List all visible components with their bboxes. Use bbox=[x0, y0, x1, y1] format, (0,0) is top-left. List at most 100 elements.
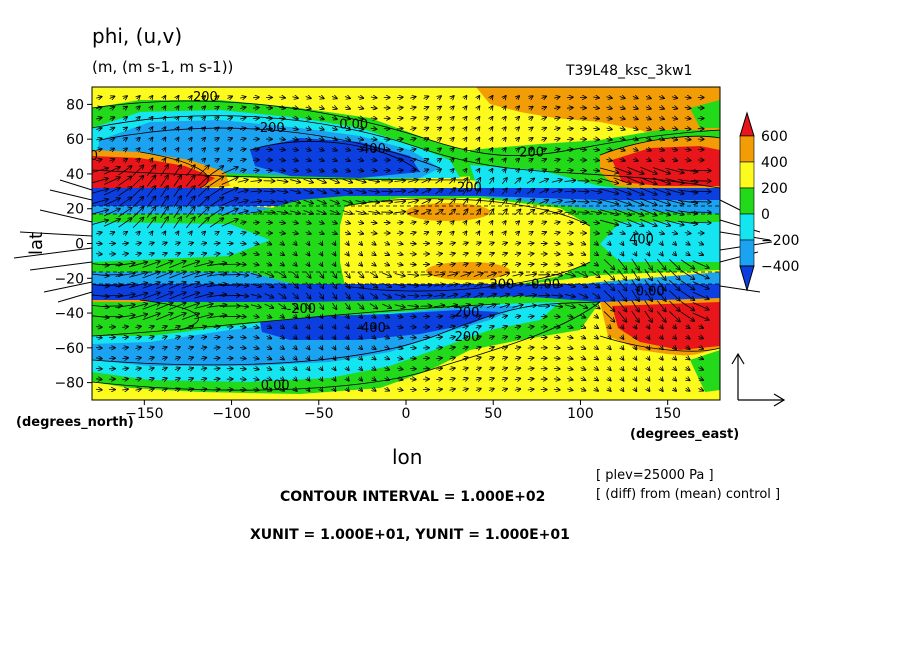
wind-arrow bbox=[185, 165, 195, 177]
wind-arrow bbox=[686, 336, 690, 339]
wind-arrow bbox=[200, 368, 207, 369]
wind-arrow bbox=[594, 336, 598, 339]
wind-arrow bbox=[451, 232, 454, 235]
wind-arrow bbox=[253, 368, 258, 369]
wind-arrow bbox=[209, 197, 223, 207]
wind-arrow bbox=[564, 273, 575, 276]
wind-arrow bbox=[332, 302, 336, 309]
wind-arrow bbox=[280, 253, 284, 256]
wind-arrow bbox=[307, 252, 310, 255]
wind-arrow bbox=[346, 346, 349, 349]
wind-arrow bbox=[103, 209, 120, 217]
wind-arrow bbox=[187, 243, 193, 245]
wind-arrow bbox=[476, 209, 480, 216]
wind-arrow bbox=[368, 211, 379, 213]
wind-arrow bbox=[160, 207, 168, 218]
wind-arrow bbox=[692, 270, 709, 278]
x-tick-label: 100 bbox=[567, 406, 594, 422]
wind-arrow bbox=[148, 357, 154, 359]
wind-arrow bbox=[123, 232, 127, 235]
wind-arrow bbox=[382, 293, 391, 298]
wind-arrow bbox=[200, 378, 207, 379]
wind-arrow bbox=[613, 208, 631, 215]
wind-arrow bbox=[652, 219, 670, 226]
y-tick-label: 20 bbox=[66, 202, 84, 218]
wind-arrow bbox=[357, 282, 364, 288]
wind-arrow bbox=[541, 232, 546, 234]
wind-arrow bbox=[564, 305, 575, 308]
wind-arrow bbox=[307, 367, 310, 370]
wind-arrow bbox=[331, 232, 337, 234]
wind-arrow bbox=[250, 294, 261, 297]
wind-arrow bbox=[526, 178, 534, 184]
wind-arrow bbox=[237, 274, 248, 275]
wind-arrow bbox=[397, 389, 403, 390]
wind-arrow bbox=[527, 389, 534, 390]
wind-arrow bbox=[148, 378, 154, 380]
wind-arrow bbox=[488, 263, 494, 265]
wind-arrow bbox=[499, 273, 509, 277]
wind-arrow bbox=[409, 254, 416, 255]
wind-arrow bbox=[656, 300, 666, 312]
wind-arrow bbox=[128, 262, 147, 268]
wind-arrow bbox=[476, 178, 480, 185]
wind-arrow bbox=[320, 242, 322, 245]
wind-arrow bbox=[253, 358, 258, 359]
wind-arrow bbox=[421, 179, 431, 184]
wind-arrow bbox=[253, 378, 258, 379]
wind-arrow bbox=[280, 242, 284, 245]
wind-arrow bbox=[253, 389, 258, 390]
wind-arrow bbox=[686, 367, 690, 370]
wind-arrow bbox=[115, 305, 134, 309]
wind-arrow bbox=[355, 211, 366, 214]
wind-arrow bbox=[280, 336, 284, 339]
wind-arrow bbox=[436, 389, 442, 390]
wind-arrow bbox=[161, 336, 167, 338]
wind-arrow bbox=[462, 357, 468, 359]
wind-arrow bbox=[142, 303, 160, 310]
wind-arrow bbox=[264, 272, 274, 277]
wind-arrow bbox=[608, 325, 611, 328]
wind-arrow bbox=[239, 358, 246, 359]
wind-arrow bbox=[102, 316, 122, 317]
wind-arrow bbox=[344, 170, 350, 172]
colorbar-label: −200 bbox=[761, 233, 799, 249]
wind-arrow bbox=[95, 348, 102, 349]
wind-arrow bbox=[660, 252, 663, 255]
wind-arrow bbox=[135, 243, 140, 244]
wind-arrow bbox=[128, 293, 147, 299]
wind-arrow bbox=[449, 178, 455, 184]
wind-arrow bbox=[621, 346, 624, 349]
wind-arrow bbox=[279, 222, 285, 223]
wind-arrow bbox=[514, 378, 521, 379]
wind-arrow bbox=[370, 222, 377, 223]
wind-arrow bbox=[122, 347, 128, 348]
wind-arrow bbox=[359, 242, 362, 245]
wind-arrow bbox=[621, 252, 624, 255]
wind-arrow bbox=[410, 222, 415, 223]
wind-arrow bbox=[370, 233, 377, 234]
wind-arrow bbox=[252, 222, 259, 223]
wind-arrow bbox=[384, 388, 389, 390]
wind-arrow bbox=[608, 378, 611, 381]
wind-arrow bbox=[553, 327, 560, 328]
wind-arrow bbox=[462, 368, 468, 370]
wind-arrow bbox=[692, 312, 709, 320]
wind-arrow bbox=[514, 189, 521, 195]
wind-arrow bbox=[512, 284, 523, 287]
wind-arrow bbox=[684, 233, 691, 234]
wind-arrow bbox=[486, 294, 496, 298]
wind-arrow bbox=[593, 222, 599, 223]
wind-arrow bbox=[593, 233, 599, 234]
wind-arrow bbox=[174, 336, 180, 338]
wind-arrow bbox=[529, 232, 533, 235]
wind-arrow bbox=[553, 264, 560, 265]
wind-arrow bbox=[680, 290, 694, 300]
wind-arrow bbox=[200, 243, 207, 244]
wind-arrow bbox=[673, 388, 676, 391]
wind-arrow bbox=[647, 357, 649, 360]
wind-arrow bbox=[680, 280, 694, 290]
wind-arrow bbox=[626, 208, 644, 216]
wind-arrow bbox=[529, 221, 533, 224]
